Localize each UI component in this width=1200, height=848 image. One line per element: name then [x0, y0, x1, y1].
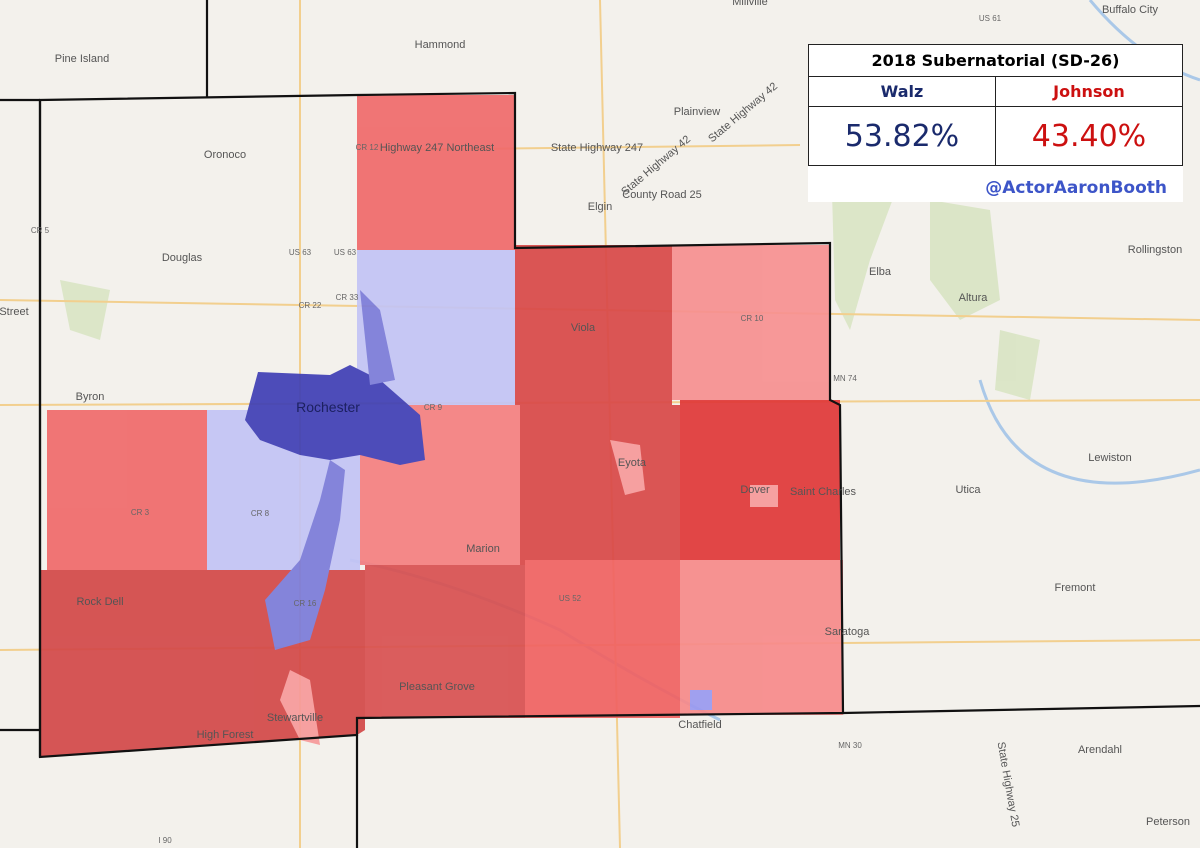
- road-label: US 63: [289, 248, 312, 257]
- place-label: Utica: [955, 484, 981, 496]
- candidate-share: 43.40%: [995, 106, 1183, 166]
- place-label: High Forest: [197, 729, 254, 741]
- road-label: CR 9: [424, 403, 443, 412]
- place-label: County Road 25: [622, 189, 702, 201]
- place-label: Oronoco: [204, 149, 246, 161]
- place-label: Hammond: [415, 39, 466, 51]
- place-label: Millville: [732, 0, 767, 8]
- place-label: Rochester: [296, 399, 360, 415]
- place-label: Pine Island: [55, 53, 109, 65]
- results-box: 2018 Subernatorial (SD-26) Walz Johnson …: [808, 44, 1183, 202]
- road-label: US 61: [979, 14, 1002, 23]
- place-label: Fremont: [1055, 582, 1096, 594]
- place-label: Rollingston: [1128, 244, 1182, 256]
- road-label: US 52: [559, 594, 582, 603]
- place-label: Saratoga: [825, 626, 871, 638]
- place-label: Pleasant Grove: [399, 681, 475, 693]
- results-title: 2018 Subernatorial (SD-26): [808, 44, 1183, 77]
- precincts: [40, 95, 843, 757]
- place-label: Viola: [571, 322, 596, 334]
- road-label: CR 33: [336, 293, 359, 302]
- road-label: US 63: [334, 248, 357, 257]
- place-label: Dover: [740, 484, 770, 496]
- place-label: Rock Dell: [76, 596, 123, 608]
- place-label: Elgin: [588, 201, 612, 213]
- place-label: Stewartville: [267, 712, 323, 724]
- road-label: CR 10: [741, 314, 764, 323]
- place-label: Elba: [869, 266, 892, 278]
- place-label: Buffalo City: [1102, 4, 1159, 16]
- road-label: CR 16: [294, 599, 317, 608]
- road-label: CR 22: [299, 301, 322, 310]
- road-label: MN 74: [833, 374, 857, 383]
- place-label: Plainview: [674, 106, 721, 118]
- place-label: Saint Charles: [790, 486, 857, 498]
- road-label: State Highway 25: [995, 741, 1022, 828]
- place-label: Peterson: [1146, 816, 1190, 828]
- place-label: Lewiston: [1088, 452, 1131, 464]
- place-label: Marion: [466, 543, 500, 555]
- candidate-share: 53.82%: [808, 106, 996, 166]
- place-label: Chatfield: [678, 719, 721, 731]
- place-label: Douglas: [162, 252, 203, 264]
- results-table: 2018 Subernatorial (SD-26) Walz Johnson …: [808, 44, 1183, 166]
- road-label: CR 5: [31, 226, 50, 235]
- road-label: I 90: [158, 836, 172, 845]
- candidate-name: Walz: [808, 76, 996, 107]
- candidate-name: Johnson: [995, 76, 1183, 107]
- road-label: MN 30: [838, 741, 862, 750]
- place-label: State Highway 247: [551, 142, 643, 154]
- place-label: Highway 247 Northeast: [380, 142, 494, 154]
- place-label: Arendahl: [1078, 744, 1122, 756]
- place-label: Altura: [959, 292, 989, 304]
- road-label: CR 8: [251, 509, 270, 518]
- place-label: Byron: [76, 391, 105, 403]
- road-label: CR 12: [356, 143, 379, 152]
- place-label: Street: [0, 306, 29, 318]
- road-label: CR 3: [131, 508, 150, 517]
- place-label: Eyota: [618, 457, 647, 469]
- credit: @ActorAaronBooth: [985, 178, 1167, 198]
